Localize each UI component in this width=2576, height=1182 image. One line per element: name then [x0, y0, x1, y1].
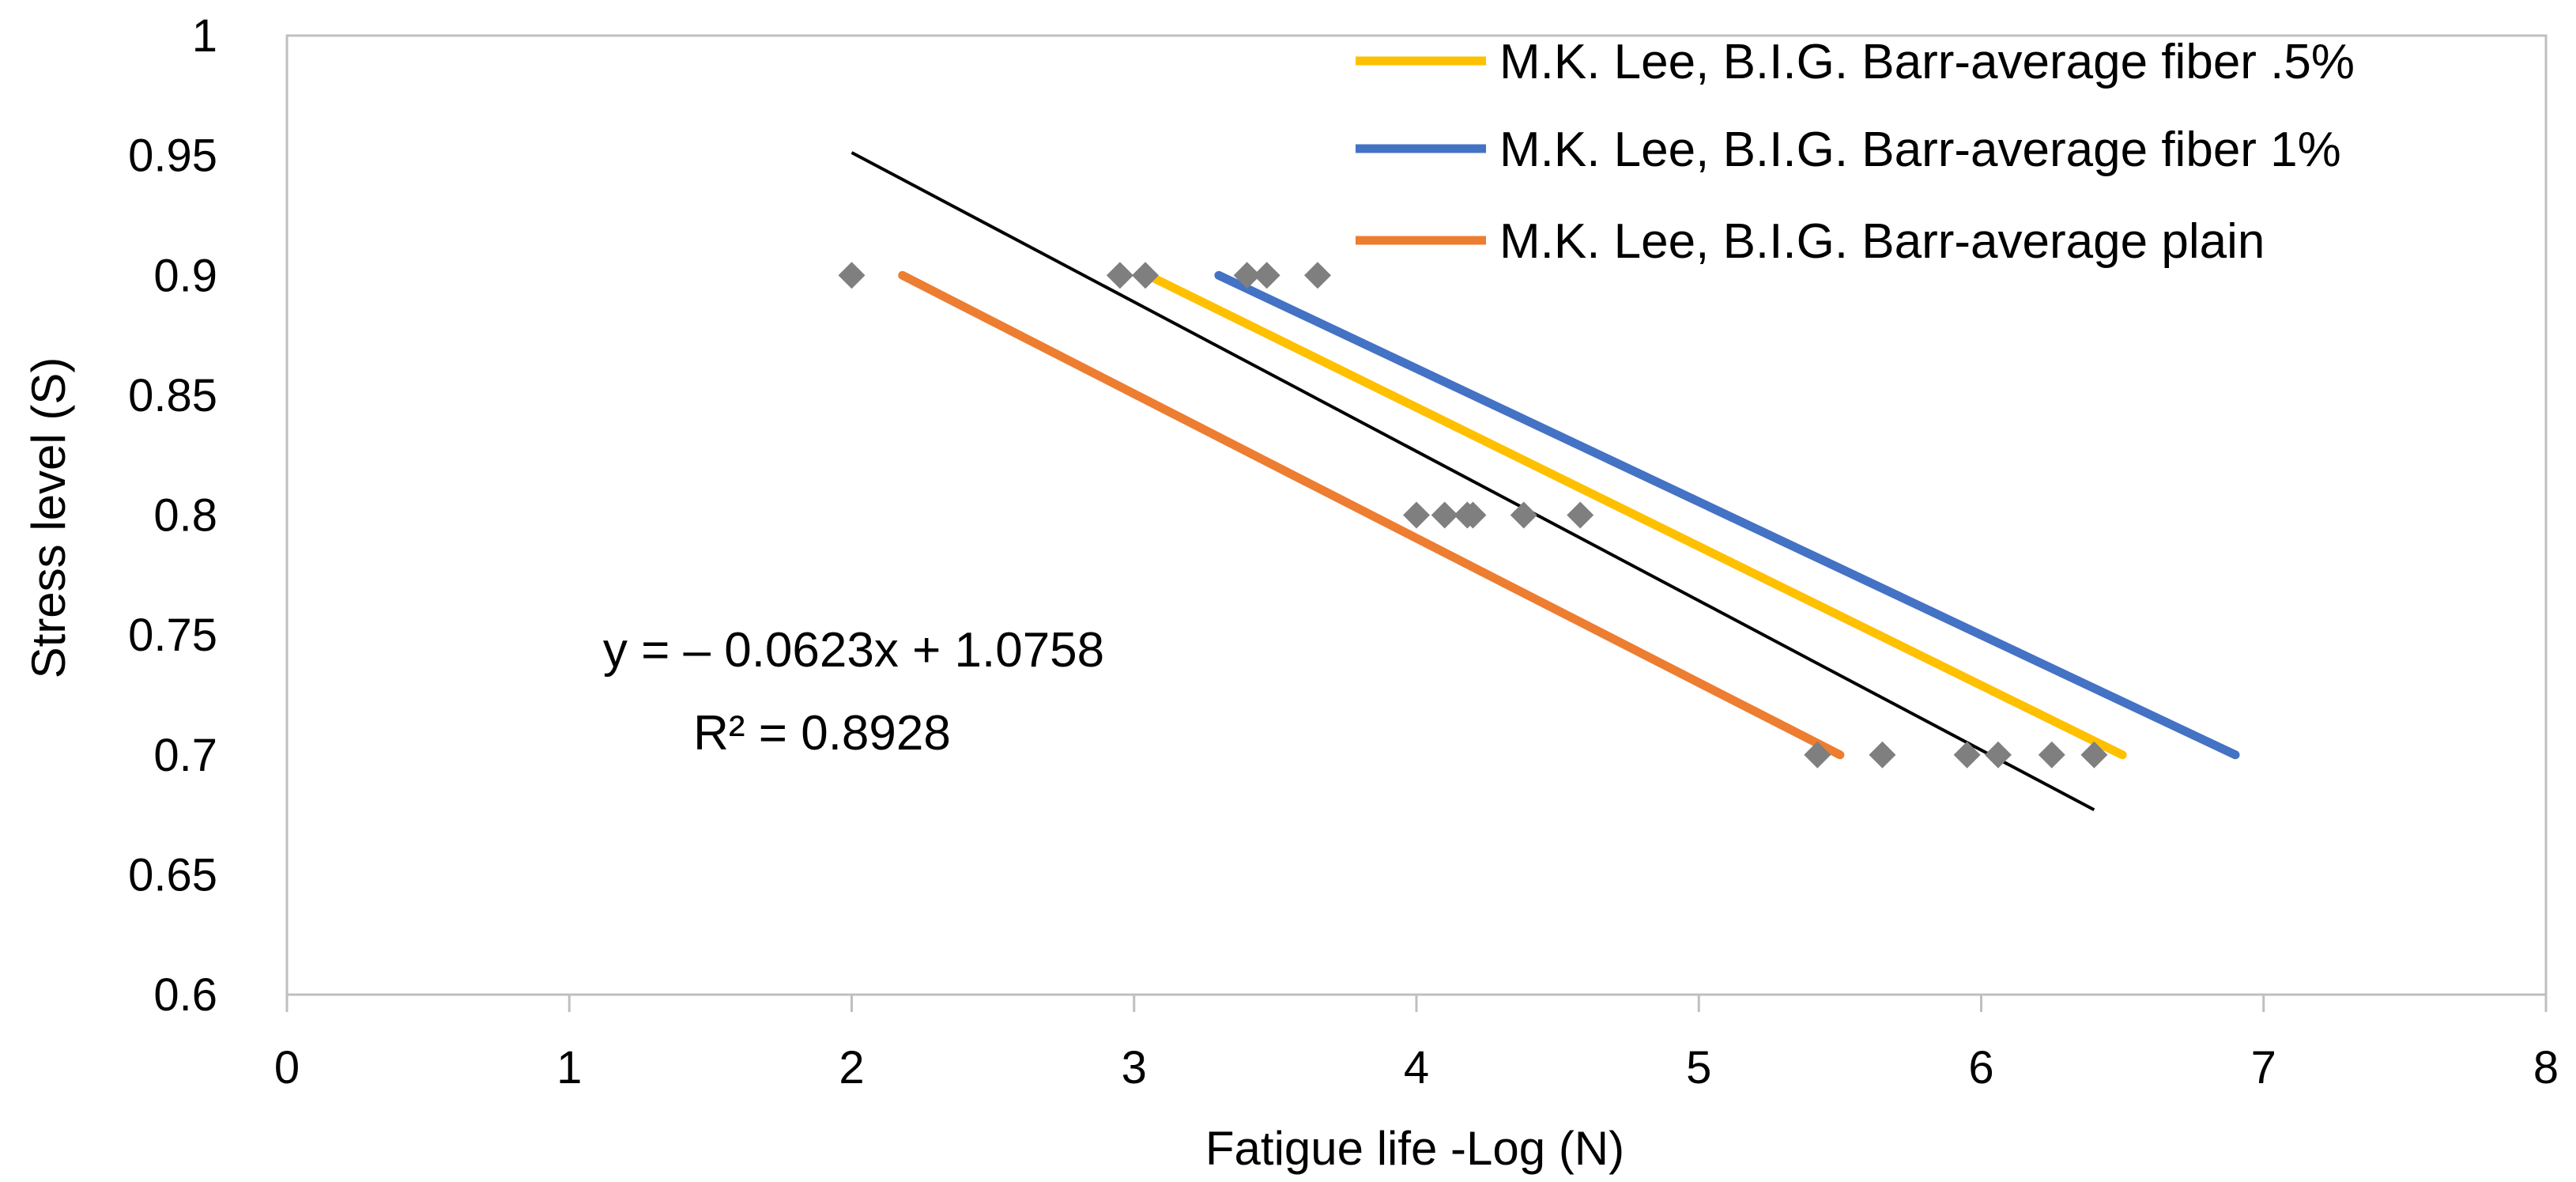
- series-line-fiber-1: [1214, 270, 2240, 760]
- x-tick-label: 4: [1404, 1042, 1429, 1093]
- y-tick-label: 0.7: [153, 730, 217, 781]
- data-point: [2038, 741, 2065, 768]
- series-line-plain: [898, 270, 1845, 760]
- x-tick-label: 8: [2533, 1042, 2559, 1093]
- data-point: [1804, 741, 1831, 768]
- data-point: [1984, 741, 2012, 768]
- y-tick-label: 0.9: [153, 250, 217, 301]
- x-tick-label: 0: [274, 1042, 300, 1093]
- data-point: [1869, 741, 1896, 768]
- x-tick-label: 2: [839, 1042, 864, 1093]
- data-point: [1953, 741, 1981, 768]
- y-tick-label: 0.6: [153, 969, 217, 1021]
- trendline-equation: y = – 0.0623x + 1.0758: [603, 623, 1104, 678]
- x-axis-title: Fatigue life -Log (N): [1205, 1122, 1624, 1175]
- y-tick-label: 1: [192, 10, 217, 62]
- y-tick-label: 0.95: [128, 130, 217, 182]
- legend-item-fiber-1: M.K. Lee, B.I.G. Barr-average fiber 1%: [1356, 123, 2341, 177]
- data-point: [1431, 501, 1458, 529]
- data-point: [1403, 501, 1430, 529]
- data-point: [2080, 741, 2108, 768]
- y-tick-label: 0.8: [153, 490, 217, 542]
- trendline-r-squared: R² = 0.8928: [693, 706, 951, 761]
- data-point: [1510, 501, 1537, 529]
- trendline-layer: [850, 151, 2095, 812]
- x-tick-label: 5: [1686, 1042, 1711, 1093]
- x-tick-label: 1: [556, 1042, 582, 1093]
- y-axis-title: Stress level (S): [22, 357, 75, 679]
- data-point: [1233, 262, 1261, 289]
- y-tick-label: 0.75: [128, 610, 217, 661]
- legend-label-fiber-05: M.K. Lee, B.I.G. Barr-average fiber .5%: [1499, 35, 2355, 89]
- x-axis-ticks: 0 1 2 3 4 5 6 7 8: [274, 995, 2559, 1093]
- series-lines: [898, 270, 2240, 760]
- legend: M.K. Lee, B.I.G. Barr-average fiber .5% …: [1356, 35, 2355, 269]
- trendline: [850, 151, 2095, 812]
- x-tick-label: 6: [1968, 1042, 1993, 1093]
- legend-label-fiber-1: M.K. Lee, B.I.G. Barr-average fiber 1%: [1499, 123, 2341, 177]
- legend-label-plain: M.K. Lee, B.I.G. Barr-average plain: [1499, 214, 2265, 269]
- data-point: [1567, 501, 1594, 529]
- data-point: [838, 262, 866, 289]
- y-tick-label: 0.85: [128, 370, 217, 421]
- series-line-fiber-05: [1144, 270, 2127, 760]
- data-point: [1132, 262, 1160, 289]
- y-tick-label: 0.65: [128, 849, 217, 901]
- data-point: [1303, 262, 1331, 289]
- scatter-points: [838, 262, 2108, 768]
- x-tick-label: 3: [1122, 1042, 1147, 1093]
- data-point: [1459, 501, 1487, 529]
- x-tick-label: 7: [2251, 1042, 2276, 1093]
- legend-item-fiber-05: M.K. Lee, B.I.G. Barr-average fiber .5%: [1356, 35, 2355, 89]
- data-point: [1106, 262, 1133, 289]
- data-point: [1253, 262, 1280, 289]
- legend-item-plain: M.K. Lee, B.I.G. Barr-average plain: [1356, 214, 2265, 269]
- y-axis-ticks: 0.6 0.65 0.7 0.75 0.8 0.85 0.9 0.95 1: [128, 10, 217, 1021]
